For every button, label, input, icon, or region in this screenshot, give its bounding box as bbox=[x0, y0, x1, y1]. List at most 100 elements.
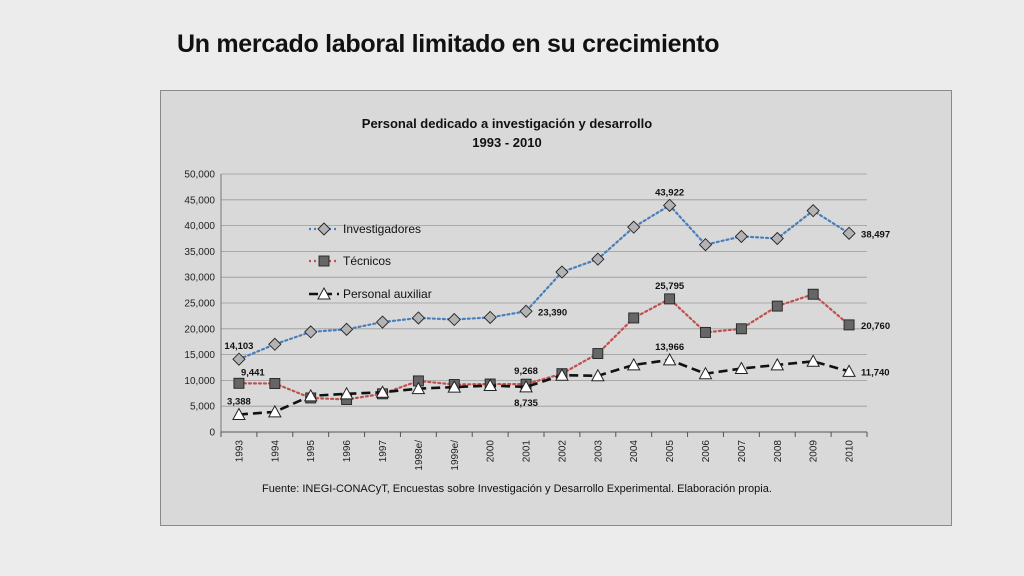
data-point-investigadores bbox=[447, 312, 461, 327]
data-point-personal-auxiliar bbox=[375, 385, 390, 398]
data-point-investigadores bbox=[698, 238, 713, 252]
chart-title: Personal dedicado a investigación y desa… bbox=[362, 116, 652, 131]
data-label-investigadores: 23,390 bbox=[538, 307, 567, 318]
x-tick-label: 1997 bbox=[378, 440, 389, 463]
x-tick-label: 2003 bbox=[593, 440, 604, 463]
data-point-t-cnicos bbox=[269, 378, 281, 389]
data-label-personal-auxiliar: 3,388 bbox=[227, 397, 251, 408]
axes: 0 5,000 10,000 15,000 20,000 25,000 30,000 35,0… bbox=[184, 170, 868, 471]
y-tick-label: 10,000 bbox=[184, 376, 215, 387]
data-label-t-cnicos: 25,795 bbox=[655, 281, 685, 292]
data-point-t-cnicos bbox=[628, 312, 640, 324]
data-point-investigadores bbox=[268, 337, 282, 351]
grid-lines bbox=[221, 173, 867, 407]
data-point-t-cnicos bbox=[700, 326, 711, 338]
y-tick-label: 30,000 bbox=[184, 273, 215, 284]
y-tick-label: 45,000 bbox=[184, 195, 215, 206]
chart-frame: Personal dedicado a investigación y desa… bbox=[160, 90, 952, 526]
x-tick-label: 2007 bbox=[737, 440, 748, 463]
data-point-investigadores bbox=[555, 265, 569, 279]
legend-item-investigadores: Investigadores bbox=[309, 222, 421, 236]
legend-label: Investigadores bbox=[343, 222, 421, 236]
data-point-investigadores bbox=[411, 311, 426, 325]
data-labels: 14,103 23,390 43,922 38,497 9,441 9,268 25,795… bbox=[224, 187, 890, 409]
data-point-personal-auxiliar bbox=[447, 380, 462, 393]
data-point-investigadores bbox=[483, 310, 497, 325]
data-point-investigadores bbox=[627, 220, 641, 234]
x-tick-label: 2008 bbox=[773, 440, 784, 463]
x-tick-label: 1999e/ bbox=[450, 440, 461, 471]
data-point-t-cnicos bbox=[233, 377, 245, 389]
data-point-investigadores bbox=[734, 229, 749, 244]
data-point-t-cnicos bbox=[735, 323, 747, 335]
legend-label: Técnicos bbox=[343, 254, 391, 268]
data-point-personal-auxiliar bbox=[555, 368, 569, 381]
x-tick-label: 1996 bbox=[342, 440, 353, 463]
data-point-personal-auxiliar bbox=[626, 357, 641, 371]
x-tick-label: 1995 bbox=[306, 440, 317, 463]
legend: Investigadores Técnicos Personal auxiliar bbox=[309, 222, 432, 301]
data-point-t-cnicos bbox=[807, 288, 819, 300]
data-point-investigadores bbox=[375, 315, 390, 329]
legend-label: Personal auxiliar bbox=[343, 287, 432, 301]
x-tick-label: 1993 bbox=[234, 440, 245, 463]
data-point-personal-auxiliar bbox=[734, 361, 749, 375]
data-point-personal-auxiliar bbox=[232, 407, 246, 421]
data-point-personal-auxiliar bbox=[303, 388, 318, 402]
legend-swatch-marker bbox=[317, 222, 331, 236]
data-point-personal-auxiliar bbox=[806, 354, 821, 367]
data-point-investigadores bbox=[662, 198, 677, 212]
data-point-t-cnicos bbox=[843, 319, 855, 331]
x-tick-label: 2002 bbox=[557, 440, 568, 463]
data-point-personal-auxiliar bbox=[698, 366, 713, 380]
y-tick-label: 0 bbox=[209, 428, 215, 439]
data-point-personal-auxiliar bbox=[339, 386, 354, 400]
data-point-personal-auxiliar bbox=[411, 381, 426, 395]
data-label-personal-auxiliar: 13,966 bbox=[655, 342, 684, 353]
y-tick-label: 5,000 bbox=[190, 402, 215, 413]
series-line-personal-auxiliar bbox=[238, 358, 850, 416]
data-point-investigadores bbox=[842, 226, 856, 240]
data-point-investigadores bbox=[770, 231, 784, 246]
data-point-investigadores bbox=[806, 203, 820, 218]
data-label-investigadores: 14,103 bbox=[224, 341, 253, 352]
data-point-t-cnicos bbox=[664, 293, 676, 305]
data-point-investigadores bbox=[591, 252, 605, 266]
data-label-t-cnicos: 20,760 bbox=[861, 321, 890, 332]
data-point-personal-auxiliar bbox=[519, 379, 533, 393]
x-tick-label: 2010 bbox=[845, 440, 856, 463]
x-tick-label: 2006 bbox=[701, 440, 712, 463]
data-label-t-cnicos: 9,441 bbox=[241, 367, 265, 378]
y-tick-label: 25,000 bbox=[184, 299, 215, 310]
line-chart: Personal dedicado a investigación y desa… bbox=[184, 116, 890, 495]
data-point-investigadores bbox=[232, 352, 246, 366]
data-point-personal-auxiliar bbox=[483, 378, 498, 392]
y-tick-label: 40,000 bbox=[184, 221, 215, 232]
legend-item-personal-auxiliar: Personal auxiliar bbox=[309, 286, 432, 301]
y-tick-label: 20,000 bbox=[184, 324, 215, 335]
data-point-personal-auxiliar bbox=[842, 364, 856, 377]
slide-title: Un mercado laboral limitado en su crecim… bbox=[177, 30, 720, 58]
y-tick-label: 35,000 bbox=[184, 247, 215, 258]
data-point-personal-auxiliar bbox=[662, 352, 677, 366]
series-investigadores bbox=[232, 198, 856, 366]
x-tick-label: 2000 bbox=[486, 440, 497, 463]
legend-swatch-marker bbox=[317, 286, 331, 300]
data-point-investigadores bbox=[519, 304, 533, 318]
y-tick-label: 50,000 bbox=[184, 170, 215, 181]
x-tick-label: 2004 bbox=[629, 440, 640, 463]
series bbox=[232, 198, 856, 421]
legend-swatch-marker bbox=[318, 255, 330, 267]
chart-subtitle: 1993 - 2010 bbox=[472, 135, 541, 150]
data-label-personal-auxiliar: 11,740 bbox=[861, 367, 890, 378]
data-label-t-cnicos: 9,268 bbox=[514, 366, 538, 377]
x-tick-label: 2001 bbox=[522, 440, 533, 463]
x-tick-label: 2009 bbox=[809, 440, 820, 463]
y-tick-label: 15,000 bbox=[184, 350, 215, 361]
data-label-investigadores: 43,922 bbox=[655, 187, 684, 198]
data-point-personal-auxiliar bbox=[590, 368, 605, 382]
data-point-personal-auxiliar bbox=[770, 357, 785, 371]
data-point-investigadores bbox=[339, 322, 354, 336]
x-tick-label: 1994 bbox=[270, 440, 281, 463]
data-point-investigadores bbox=[304, 325, 318, 339]
